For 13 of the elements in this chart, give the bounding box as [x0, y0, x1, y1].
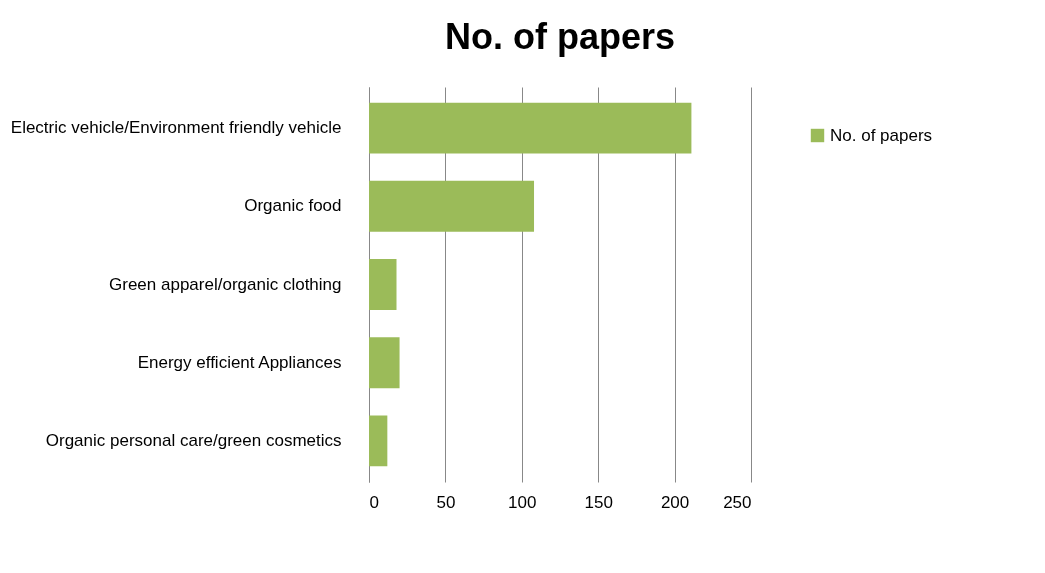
x-tick-label: 50: [436, 492, 456, 512]
y-tick-label: Organic personal care/green cosmetics: [45, 430, 342, 450]
y-tick-label: Energy efficient Appliances: [137, 352, 342, 372]
x-tick-label: 250: [723, 492, 752, 512]
x-tick-label: 100: [508, 492, 537, 512]
y-tick-label: Organic food: [244, 196, 342, 216]
x-tick-label: 150: [584, 492, 613, 512]
x-tick-label: 0: [369, 492, 379, 512]
y-tick-label: Electric vehicle/Environment friendly vehicle: [10, 118, 342, 138]
y-tick-label: Green apparel/organic clothing: [109, 274, 342, 294]
chart-title: No. of papers: [444, 16, 676, 57]
x-tick-label: 200: [660, 492, 690, 512]
legend-label: No. of papers: [830, 125, 933, 145]
